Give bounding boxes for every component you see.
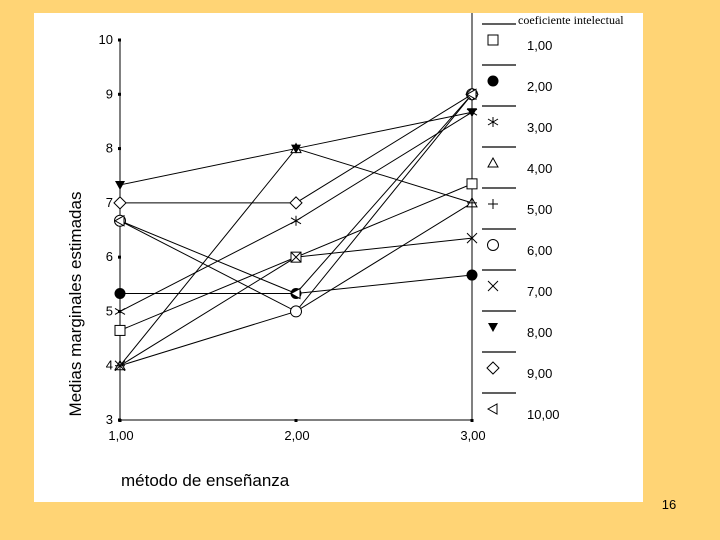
data-point (114, 306, 126, 317)
legend-label: 10,00 (527, 407, 560, 422)
legend-label: 3,00 (527, 120, 552, 135)
y-tick-label: 5 (106, 303, 113, 318)
x-tick-mark (118, 419, 122, 422)
legend-label: 4,00 (527, 161, 552, 176)
data-point (115, 180, 125, 190)
data-point (289, 196, 303, 210)
y-axis-title: Medias marginales estimadas (66, 192, 85, 417)
data-point (114, 288, 126, 300)
x-tick-label: 1,00 (108, 428, 133, 443)
legend-label: 8,00 (527, 325, 552, 340)
x-tick-label: 2,00 (284, 428, 309, 443)
legend-marker (488, 199, 498, 209)
y-tick-label: 4 (106, 358, 113, 373)
legend-label: 5,00 (527, 202, 552, 217)
y-tick-label: 7 (106, 195, 113, 210)
data-point (467, 108, 477, 118)
y-tick-label: 10 (99, 32, 113, 47)
x-tick-label: 3,00 (460, 428, 485, 443)
legend-marker (487, 34, 499, 46)
y-ticks: 3 4 5 6 7 8 9 10 (99, 32, 121, 427)
y-tick-mark (118, 38, 121, 42)
y-tick-label: 9 (106, 86, 113, 101)
data-point (113, 196, 127, 210)
data-point (466, 178, 478, 190)
legend-label: 1,00 (527, 38, 552, 53)
legend-label: 6,00 (527, 243, 552, 258)
y-tick-label: 3 (106, 412, 113, 427)
legend-marker (487, 75, 499, 87)
y-tick-mark (118, 147, 121, 151)
legend: coeficiente intelectual 1,00 2,00 3,00 4,00… (482, 13, 624, 422)
y-tick-mark (118, 92, 121, 96)
data-point (290, 215, 302, 226)
legend-marker (487, 156, 499, 168)
data-point (289, 287, 301, 300)
data-point (466, 232, 478, 244)
legend-title: coeficiente intelectual (518, 13, 624, 27)
series-markers (113, 87, 479, 372)
data-point (114, 324, 126, 336)
legend-marker (488, 323, 498, 332)
x-tick-mark (294, 419, 298, 422)
x-ticks: 1,00 2,00 3,00 (108, 419, 486, 443)
y-tick-mark (118, 255, 121, 259)
legend-label: 7,00 (527, 284, 552, 299)
data-point (467, 197, 477, 208)
legend-label: 9,00 (527, 366, 552, 381)
legend-items: 1,00 2,00 3,00 4,00 5,00 6,00 7,00 8,00 9,00 10,0… (482, 23, 560, 422)
data-point (290, 305, 302, 318)
x-tick-mark (470, 419, 474, 422)
legend-marker (487, 117, 499, 127)
y-tick-label: 6 (106, 249, 113, 264)
data-point (291, 144, 301, 154)
data-point (466, 269, 478, 281)
x-axis-title: método de enseñanza (121, 471, 290, 490)
legend-marker (486, 403, 498, 415)
legend-label: 2,00 (527, 79, 552, 94)
y-tick-label: 8 (106, 141, 113, 156)
legend-marker (487, 280, 499, 292)
legend-marker (487, 239, 499, 251)
legend-marker (486, 361, 500, 375)
data-point (113, 214, 125, 227)
page-number: 16 (662, 497, 676, 512)
data-point (465, 88, 477, 101)
data-point (114, 360, 126, 372)
data-point (290, 251, 302, 263)
plot-area: 3 4 5 6 7 8 9 10 1,00 2,00 3,00 (99, 13, 486, 443)
